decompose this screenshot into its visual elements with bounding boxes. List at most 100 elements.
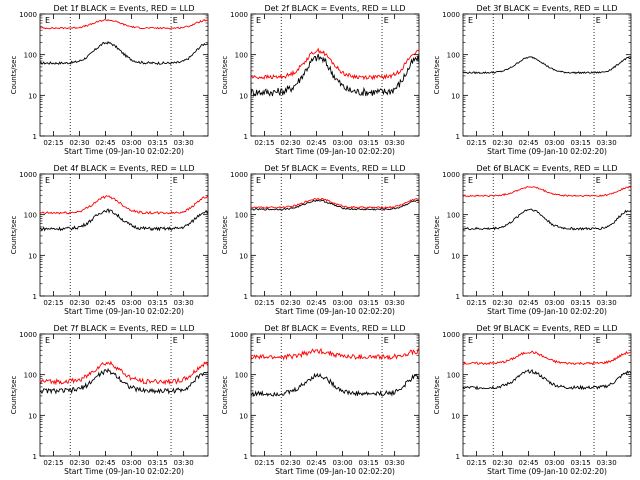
x-axis-label: Start Time (09-Jan-10 02:02:20) (487, 467, 607, 476)
event-marker: E (45, 176, 50, 185)
y-tick-label: 10 (451, 92, 460, 100)
lld-series-line (250, 347, 420, 361)
x-tick-label: 03:00 (121, 459, 141, 467)
y-axis-label: Counts/sec (433, 216, 441, 255)
x-tick-label: 03:30 (385, 139, 405, 147)
event-marker: E (596, 176, 601, 185)
x-tick-label: 02:45 (306, 459, 326, 467)
x-tick-label: 02:15 (466, 459, 486, 467)
x-axis-label: Start Time (09-Jan-10 02:02:20) (275, 147, 395, 156)
y-tick-label: 1000 (230, 331, 248, 339)
y-tick-label: 10 (28, 252, 37, 260)
x-axis-label: Start Time (09-Jan-10 02:02:20) (64, 467, 184, 476)
event-marker: E (468, 176, 473, 185)
x-tick-label: 02:30 (492, 139, 512, 147)
lld-series-line (463, 350, 632, 366)
event-marker: E (45, 336, 50, 345)
panel-title: Det 7f BLACK = Events, RED = LLD (53, 324, 194, 333)
x-tick-label: 03:15 (571, 299, 591, 307)
x-tick-label: 02:15 (43, 459, 63, 467)
x-tick-label: 02:45 (95, 299, 115, 307)
x-tick-label: 03:00 (544, 139, 564, 147)
y-tick-label: 100 (235, 52, 248, 60)
x-tick-label: 03:30 (597, 299, 617, 307)
y-tick-label: 1 (244, 133, 248, 141)
x-tick-label: 02:45 (95, 139, 115, 147)
event-marker: E (173, 16, 178, 25)
event-marker: E (173, 336, 178, 345)
event-marker: E (596, 16, 601, 25)
y-tick-label: 1000 (230, 171, 248, 179)
event-marker: E (384, 176, 389, 185)
lld-series-line (39, 194, 209, 215)
y-tick-label: 1000 (442, 331, 460, 339)
event-marker: E (384, 336, 389, 345)
x-tick-label: 02:45 (306, 139, 326, 147)
panel-title: Det 2f BLACK = Events, RED = LLD (264, 4, 405, 13)
panel-title: Det 5f BLACK = Events, RED = LLD (264, 164, 405, 173)
x-tick-label: 03:30 (385, 299, 405, 307)
lld-series-line (39, 19, 209, 30)
panel-title: Det 3f BLACK = Events, RED = LLD (476, 4, 617, 13)
x-tick-label: 03:15 (148, 299, 168, 307)
y-tick-label: 10 (451, 412, 460, 420)
x-tick-label: 02:30 (492, 299, 512, 307)
event-marker: E (468, 16, 473, 25)
panel-title: Det 9f BLACK = Events, RED = LLD (476, 324, 617, 333)
x-axis-label: Start Time (09-Jan-10 02:02:20) (487, 147, 607, 156)
lld-series-line (463, 185, 632, 198)
y-tick-label: 1 (456, 293, 460, 301)
y-tick-label: 100 (235, 372, 248, 380)
x-tick-label: 03:15 (148, 459, 168, 467)
plot-frame (462, 173, 632, 297)
y-axis-label: Counts/sec (10, 376, 18, 415)
event-marker: E (468, 336, 473, 345)
event-marker: E (45, 16, 50, 25)
x-tick-label: 02:30 (280, 459, 300, 467)
y-tick-label: 1 (33, 293, 37, 301)
y-axis-label: Counts/sec (433, 56, 441, 95)
y-tick-label: 100 (447, 52, 460, 60)
event-marker: E (173, 176, 178, 185)
x-tick-label: 02:15 (254, 459, 274, 467)
x-tick-label: 02:30 (69, 459, 89, 467)
x-tick-label: 02:15 (254, 139, 274, 147)
x-tick-label: 02:30 (69, 139, 89, 147)
y-tick-label: 1000 (442, 171, 460, 179)
x-tick-label: 02:45 (306, 299, 326, 307)
plot-frame (250, 173, 420, 297)
y-axis-label: Counts/sec (221, 376, 229, 415)
x-tick-label: 03:00 (121, 299, 141, 307)
x-tick-label: 03:30 (385, 459, 405, 467)
plot-frame (250, 333, 420, 457)
events-series-line (250, 53, 420, 97)
y-tick-label: 100 (447, 372, 460, 380)
x-tick-label: 03:15 (148, 139, 168, 147)
x-tick-label: 03:15 (359, 139, 379, 147)
x-tick-label: 02:30 (69, 299, 89, 307)
y-tick-label: 10 (28, 92, 37, 100)
events-series-line (462, 56, 632, 75)
x-tick-label: 03:30 (174, 139, 194, 147)
y-tick-label: 1000 (19, 171, 37, 179)
y-tick-label: 1 (33, 133, 37, 141)
y-tick-label: 1 (244, 293, 248, 301)
x-tick-label: 03:30 (597, 459, 617, 467)
x-tick-label: 02:30 (280, 139, 300, 147)
events-series-line (250, 372, 420, 397)
x-tick-label: 02:45 (518, 139, 538, 147)
plot-frame (462, 13, 632, 137)
panel-title: Det 1f BLACK = Events, RED = LLD (53, 4, 194, 13)
y-tick-label: 100 (24, 52, 37, 60)
panel-title: Det 8f BLACK = Events, RED = LLD (264, 324, 405, 333)
event-marker: E (256, 176, 261, 185)
y-tick-label: 100 (447, 212, 460, 220)
x-tick-label: 03:15 (359, 459, 379, 467)
x-tick-label: 02:30 (492, 459, 512, 467)
